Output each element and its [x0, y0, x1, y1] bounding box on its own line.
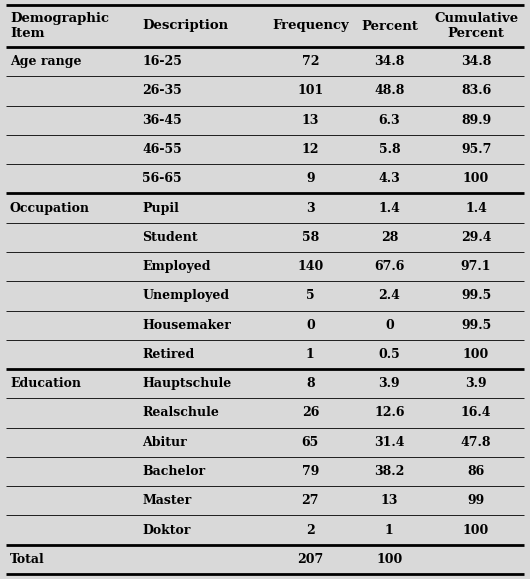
- Text: Abitur: Abitur: [142, 436, 187, 449]
- Text: 2: 2: [306, 523, 315, 537]
- Text: 34.8: 34.8: [374, 55, 404, 68]
- Text: 9: 9: [306, 172, 315, 185]
- Text: 56-65: 56-65: [142, 172, 182, 185]
- Text: Employed: Employed: [142, 260, 210, 273]
- Text: Master: Master: [142, 494, 191, 507]
- Text: Demographic
Item: Demographic Item: [10, 12, 109, 40]
- Text: Age range: Age range: [10, 55, 82, 68]
- Text: Bachelor: Bachelor: [142, 465, 205, 478]
- Text: 86: 86: [467, 465, 485, 478]
- Text: 100: 100: [463, 172, 489, 185]
- Text: Education: Education: [10, 377, 81, 390]
- Text: 26: 26: [302, 406, 319, 419]
- Text: 16-25: 16-25: [142, 55, 182, 68]
- Text: Total: Total: [10, 553, 45, 566]
- Text: 79: 79: [302, 465, 319, 478]
- Text: 1: 1: [385, 523, 394, 537]
- Text: Percent: Percent: [361, 20, 418, 32]
- Text: Realschule: Realschule: [142, 406, 219, 419]
- Text: 4.3: 4.3: [378, 172, 400, 185]
- Text: 2.4: 2.4: [378, 290, 400, 302]
- Text: Pupil: Pupil: [142, 201, 179, 215]
- Text: 46-55: 46-55: [142, 143, 182, 156]
- Text: 38.2: 38.2: [374, 465, 404, 478]
- Text: 3.9: 3.9: [465, 377, 487, 390]
- Text: Unemployed: Unemployed: [142, 290, 229, 302]
- Text: 1.4: 1.4: [465, 201, 487, 215]
- Text: 3: 3: [306, 201, 315, 215]
- Text: Cumulative
Percent: Cumulative Percent: [434, 12, 518, 40]
- Text: Housemaker: Housemaker: [142, 318, 231, 332]
- Text: Description: Description: [142, 20, 228, 32]
- Text: 67.6: 67.6: [374, 260, 404, 273]
- Text: 28: 28: [381, 231, 398, 244]
- Text: 29.4: 29.4: [461, 231, 491, 244]
- Text: Occupation: Occupation: [10, 201, 90, 215]
- Text: 12.6: 12.6: [374, 406, 404, 419]
- Text: 34.8: 34.8: [461, 55, 491, 68]
- Text: 31.4: 31.4: [374, 436, 404, 449]
- Text: 100: 100: [463, 348, 489, 361]
- Text: 47.8: 47.8: [461, 436, 491, 449]
- Text: 97.1: 97.1: [461, 260, 491, 273]
- Text: 6.3: 6.3: [378, 113, 400, 127]
- Text: 140: 140: [297, 260, 323, 273]
- Text: 72: 72: [302, 55, 319, 68]
- Text: 101: 101: [297, 85, 323, 97]
- Text: Student: Student: [142, 231, 198, 244]
- Text: Retired: Retired: [142, 348, 195, 361]
- Text: 12: 12: [302, 143, 319, 156]
- Text: 89.9: 89.9: [461, 113, 491, 127]
- Text: 48.8: 48.8: [374, 85, 404, 97]
- Text: 16.4: 16.4: [461, 406, 491, 419]
- Text: 5.8: 5.8: [378, 143, 400, 156]
- Text: 13: 13: [381, 494, 398, 507]
- Text: Doktor: Doktor: [142, 523, 190, 537]
- Text: 0: 0: [306, 318, 315, 332]
- Text: 100: 100: [463, 523, 489, 537]
- Text: 3.9: 3.9: [378, 377, 400, 390]
- Text: 99.5: 99.5: [461, 290, 491, 302]
- Text: 0.5: 0.5: [378, 348, 400, 361]
- Text: 13: 13: [302, 113, 319, 127]
- Text: 100: 100: [376, 553, 402, 566]
- Text: Frequency: Frequency: [272, 20, 349, 32]
- Text: 65: 65: [302, 436, 319, 449]
- Text: 95.7: 95.7: [461, 143, 491, 156]
- Text: 1: 1: [306, 348, 315, 361]
- Text: 26-35: 26-35: [142, 85, 182, 97]
- Text: 8: 8: [306, 377, 315, 390]
- Text: 27: 27: [302, 494, 319, 507]
- Text: Hauptschule: Hauptschule: [142, 377, 231, 390]
- Text: 99.5: 99.5: [461, 318, 491, 332]
- Text: 99: 99: [467, 494, 485, 507]
- Text: 207: 207: [297, 553, 323, 566]
- Text: 1.4: 1.4: [378, 201, 400, 215]
- Text: 83.6: 83.6: [461, 85, 491, 97]
- Text: 5: 5: [306, 290, 315, 302]
- Text: 36-45: 36-45: [142, 113, 182, 127]
- Text: 0: 0: [385, 318, 394, 332]
- Text: 58: 58: [302, 231, 319, 244]
